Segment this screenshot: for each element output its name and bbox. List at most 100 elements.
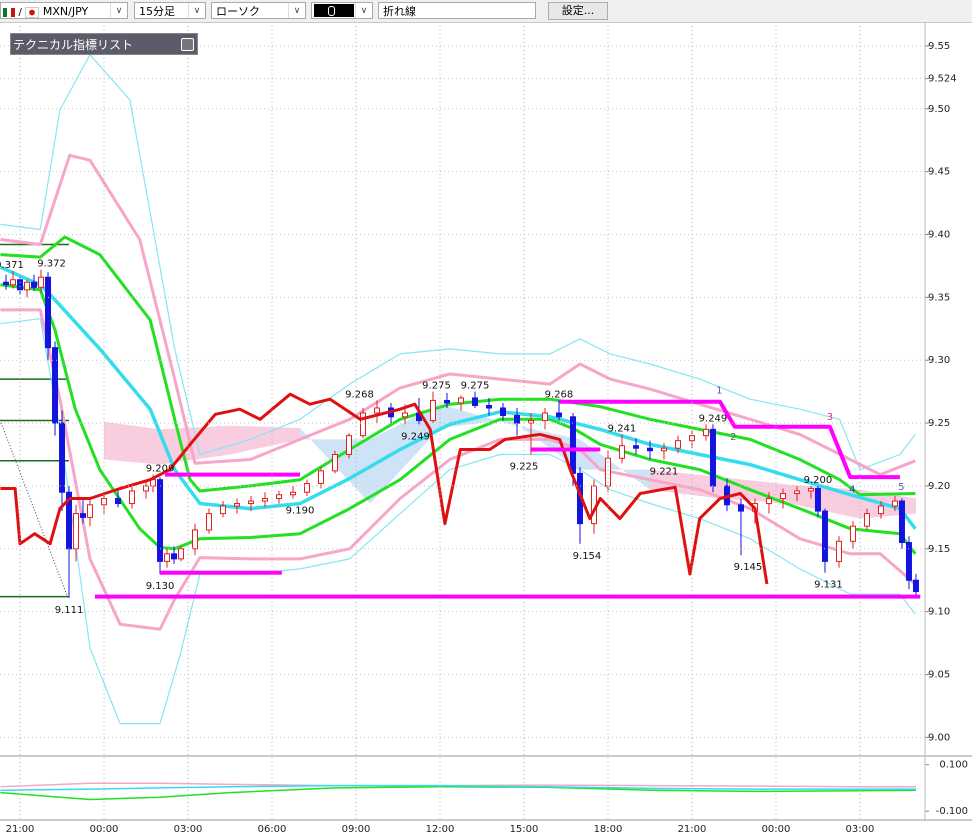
timeframe-select[interactable]: 15分足 ∨ [134, 2, 206, 19]
x-tick-label: 03:00 [174, 824, 203, 835]
x-tick-label: 15:00 [510, 824, 539, 835]
candle-body [569, 416, 576, 474]
panel-icon[interactable] [181, 38, 194, 51]
candle-body [143, 485, 150, 492]
y-tick-label: 9.00 [928, 732, 950, 743]
candle-body [709, 428, 716, 487]
price-annotation: 9.249 [699, 413, 728, 424]
x-tick-label: 21:00 [6, 824, 35, 835]
y-tick-label: 9.35 [928, 292, 950, 303]
series-line [0, 153, 916, 477]
candle-body [429, 399, 436, 422]
candle-body [115, 498, 122, 505]
series-line [0, 392, 769, 585]
price-annotation: 9.225 [510, 462, 539, 473]
candle-body [471, 397, 478, 406]
candle-body [220, 505, 227, 515]
y-tick-label: 9.15 [928, 544, 950, 555]
candle-body [401, 412, 408, 418]
color-swatch [314, 4, 354, 17]
candle-body [171, 553, 178, 560]
candle-body [541, 412, 548, 422]
x-tick-label: 18:00 [594, 824, 623, 835]
price-annotation: 9.371 [0, 260, 24, 271]
y-tick-label: 9.50 [928, 104, 950, 115]
chart-style-select[interactable]: ローソク ∨ [211, 2, 306, 19]
axes: 9.00 9.05 9.10 9.15 9.20 9.25 9.30 9.35 9.40 9.45… [0, 22, 968, 835]
y-tick-label: 0.100 [939, 760, 968, 771]
candle-body [80, 513, 87, 518]
x-tick-label: 09:00 [342, 824, 371, 835]
indicator-panel-title: テクニカル指標リスト [13, 38, 134, 52]
candle-body [10, 279, 17, 286]
y-tick-label: 9.55 [928, 41, 950, 52]
candle-body [849, 525, 856, 542]
price-annotation: 9.221 [650, 467, 679, 478]
candle-body [513, 415, 520, 424]
candle-body [499, 407, 506, 417]
candle-body [318, 470, 325, 484]
candle-body [737, 504, 744, 512]
candle-body [632, 445, 639, 449]
candle-body [646, 447, 653, 452]
price-annotation: 9.130 [146, 581, 175, 592]
candle-body [157, 479, 164, 562]
chart-style: ローソク [216, 5, 260, 18]
candle-body [38, 276, 45, 288]
series-line [0, 318, 916, 725]
candle-body [304, 482, 311, 493]
y-tick-label: 9.05 [928, 670, 950, 681]
candle-body [765, 498, 772, 505]
candle-body [3, 281, 10, 286]
candle-body [660, 447, 667, 452]
candle-body [360, 412, 367, 437]
price-annotation: 9.275 [422, 381, 451, 392]
price-annotation: 9.145 [734, 562, 763, 573]
x-tick-label: 00:00 [762, 824, 791, 835]
candle-body [262, 498, 269, 502]
price-annotation: 9.268 [545, 389, 574, 400]
candle-body [905, 542, 912, 581]
x-tick-label: 03:00 [846, 824, 875, 835]
price-annotation: 9.275 [461, 381, 490, 392]
settings-button[interactable]: 設定... [548, 2, 608, 20]
candle-body [814, 487, 821, 512]
candle-body [779, 492, 786, 500]
candle-body [332, 454, 339, 472]
candle-body [863, 513, 870, 527]
price-annotation: 9.154 [573, 551, 602, 562]
price-annotation: 9.268 [345, 389, 374, 400]
candle-body [276, 494, 283, 500]
flag-mx [3, 7, 15, 17]
y-tick-label: 9.30 [928, 355, 950, 366]
y-tick-label: 9.40 [928, 229, 950, 240]
indicator-panel[interactable]: テクニカル指標リスト [10, 33, 198, 55]
candle-body [164, 553, 171, 562]
symbol: MXN/JPY [42, 5, 89, 18]
candle-body [835, 540, 842, 562]
candle-body [24, 281, 31, 291]
x-tick-label: 21:00 [678, 824, 707, 835]
wave-label: 5 [898, 482, 904, 493]
wave-label: 2 [730, 432, 736, 443]
candle-body [898, 500, 905, 544]
settings-label: 設定... [561, 4, 595, 17]
candle-body [373, 407, 380, 414]
price-annotation: 9.131 [814, 580, 843, 591]
color-select[interactable]: ∨ [311, 2, 373, 19]
candle-body [45, 276, 52, 349]
y-tick-label: 9.25 [928, 418, 950, 429]
line-style-field[interactable]: 折れ線 [378, 2, 536, 19]
wave-label: 1 [716, 385, 722, 396]
candle-body [192, 529, 199, 550]
wave-label: 3 [827, 412, 833, 423]
candle-body [248, 500, 255, 505]
x-tick-label: 00:00 [90, 824, 119, 835]
y-tick-label: -0.100 [936, 806, 968, 817]
cloud [230, 425, 300, 455]
separator: / [18, 7, 22, 18]
dropdown-arrow: ∨ [188, 3, 205, 18]
symbol-select[interactable]: / MXN/JPY ∨ [0, 2, 128, 19]
